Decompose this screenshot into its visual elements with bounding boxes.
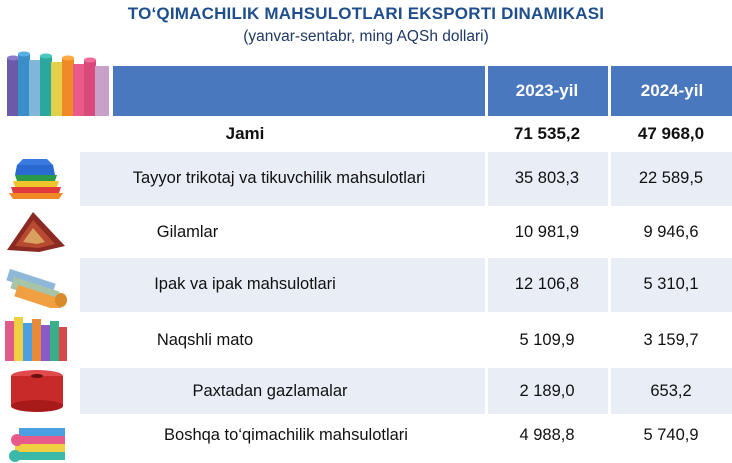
value-2023: 10 981,9	[514, 223, 580, 241]
value-2023: 4 988,8	[519, 426, 575, 444]
silk-rolls-icon	[6, 268, 67, 308]
row-label: Boshqa to‘qimachilik mahsulotlari	[164, 426, 408, 444]
towels-icon	[9, 428, 65, 462]
column-divider	[608, 66, 611, 461]
value-2023: 5 109,9	[519, 331, 575, 349]
table-row: Boshqa to‘qimachilik mahsulotlari 4 988,…	[0, 414, 732, 463]
clothes-stack-icon	[9, 159, 63, 199]
cotton-yarn-icon	[11, 370, 63, 412]
table-row: Paxtadan gazlamalar 2 189,0 653,2	[0, 368, 732, 414]
value-2024: 653,2	[650, 382, 692, 400]
carpet-icon	[7, 212, 65, 252]
table-row-jami: Jami 71 535,2 47 968,0	[0, 116, 732, 152]
column-header-2024: 2024-yil	[612, 66, 732, 116]
row-label: Naqshli mato	[156, 331, 254, 349]
value-2024: 3 159,7	[643, 331, 699, 349]
page-subtitle: (yanvar-sentabr, ming AQSh dollari)	[243, 28, 489, 45]
value-2024: 5 740,9	[643, 426, 699, 444]
value-2024: 9 946,6	[643, 223, 699, 241]
value-2023: 71 535,2	[513, 124, 581, 143]
value-2024: 5 310,1	[643, 275, 699, 293]
value-2023: 35 803,3	[514, 169, 580, 187]
table-row: Naqshli mato 5 109,9 3 159,7	[0, 312, 732, 368]
page-title: TO‘QIMACHILIK MAHSULOTLARI EKSPORTI DINA…	[127, 4, 605, 23]
row-label: Tayyor trikotaj va tikuvchilik mahsulotl…	[132, 169, 426, 187]
column-header-2023: 2023-yil	[488, 66, 606, 116]
row-label: Gilamlar	[156, 223, 219, 241]
value-2024: 22 589,5	[638, 169, 704, 187]
row-label: Jami	[225, 124, 265, 143]
column-divider	[485, 66, 488, 461]
value-2024: 47 968,0	[637, 124, 705, 143]
value-2023: 12 106,8	[514, 275, 580, 293]
value-2023: 2 189,0	[519, 382, 575, 400]
row-label: Paxtadan gazlamalar	[192, 382, 348, 400]
table-row: Tayyor trikotaj va tikuvchilik mahsulotl…	[0, 152, 732, 206]
table-row: Ipak va ipak mahsulotlari 12 106,8 5 310…	[0, 258, 732, 312]
row-label: Ipak va ipak mahsulotlari	[154, 275, 336, 293]
table-row: Gilamlar 10 981,9 9 946,6	[0, 206, 732, 258]
fabric-rolls-icon	[5, 50, 113, 116]
patterned-fabric-icon	[5, 317, 67, 361]
